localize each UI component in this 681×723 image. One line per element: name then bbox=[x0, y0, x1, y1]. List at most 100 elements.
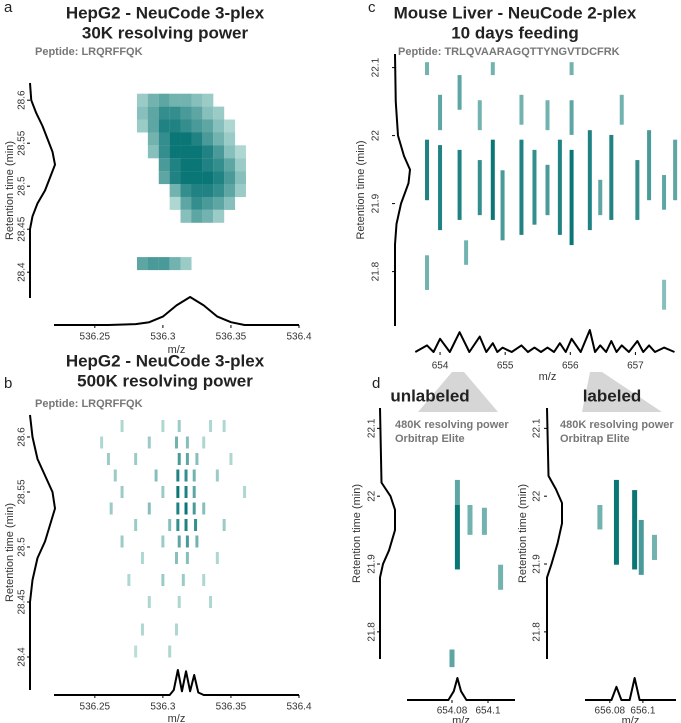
y-tick-label: 28.6 bbox=[17, 90, 28, 110]
x-tick-label: 657 bbox=[627, 361, 644, 372]
intensity-tile bbox=[598, 179, 603, 216]
intensity-tile bbox=[454, 479, 460, 506]
intensity-tile bbox=[457, 149, 462, 220]
intensity-tile bbox=[161, 535, 165, 548]
intensity-tile bbox=[438, 145, 443, 231]
chromatogram bbox=[379, 407, 396, 659]
intensity-tile bbox=[169, 257, 181, 271]
intensity-tile bbox=[161, 420, 165, 432]
x-tick-label: 536.25 bbox=[80, 332, 111, 343]
intensity-tile bbox=[180, 145, 192, 159]
x-tick-label: 536.25 bbox=[80, 702, 111, 713]
intensity-tile bbox=[213, 119, 225, 133]
intensity-tile bbox=[202, 196, 214, 210]
intensity-tile bbox=[169, 184, 181, 197]
intensity-tile bbox=[177, 596, 181, 608]
y-tick-label: 28.45 bbox=[17, 216, 28, 241]
intensity-tile bbox=[176, 502, 180, 515]
annotation: Peptide: LRQRFFQK bbox=[35, 398, 143, 410]
zoom-callout bbox=[418, 372, 498, 412]
intensity-tile bbox=[425, 62, 430, 76]
spectrum bbox=[54, 296, 299, 326]
intensity-tile bbox=[213, 184, 225, 197]
intensity-tile bbox=[191, 132, 203, 146]
intensity-tile bbox=[662, 279, 667, 310]
group-label: labeled bbox=[583, 386, 642, 405]
annotation: 480K resolving power bbox=[560, 419, 674, 431]
x-axis-label: m/z bbox=[168, 713, 186, 723]
intensity-tile bbox=[191, 171, 203, 185]
y-tick-label: 22 bbox=[532, 490, 543, 502]
intensity-tile bbox=[213, 196, 225, 210]
intensity-tile bbox=[106, 453, 110, 465]
intensity-tile bbox=[120, 535, 124, 548]
y-tick-label: 28.45 bbox=[17, 589, 28, 614]
intensity-tile bbox=[519, 94, 524, 125]
intensity-tile bbox=[184, 519, 188, 531]
intensity-tile bbox=[425, 255, 430, 290]
y-axis-label: Retention time (min) bbox=[355, 140, 367, 239]
intensity-tile bbox=[176, 519, 180, 531]
annotation: 480K resolving power bbox=[395, 419, 509, 431]
x-tick-label: 654.08 bbox=[437, 706, 468, 717]
intensity-tile bbox=[169, 171, 181, 185]
intensity-tile bbox=[191, 196, 203, 210]
intensity-tile bbox=[213, 132, 225, 146]
intensity-tile bbox=[490, 139, 495, 220]
intensity-tile bbox=[224, 119, 236, 133]
intensity-tile bbox=[519, 139, 524, 235]
intensity-tile bbox=[213, 158, 225, 172]
intensity-tile bbox=[597, 505, 603, 530]
intensity-tile bbox=[438, 94, 443, 131]
y-tick-label: 28.5 bbox=[17, 537, 28, 557]
x-axis-label: m/z bbox=[539, 371, 557, 383]
spectrum bbox=[585, 677, 676, 701]
x-axis-label: m/z bbox=[622, 715, 640, 723]
intensity-tile bbox=[180, 171, 192, 185]
intensity-tile bbox=[180, 209, 192, 223]
intensity-tile bbox=[158, 93, 170, 107]
y-tick-label: 21.9 bbox=[371, 193, 382, 213]
intensity-tile bbox=[191, 184, 203, 197]
intensity-tile bbox=[109, 502, 113, 515]
intensity-tile bbox=[234, 184, 246, 197]
intensity-tile bbox=[180, 106, 192, 120]
intensity-tile bbox=[169, 158, 181, 172]
intensity-tile bbox=[168, 645, 172, 658]
intensity-tile bbox=[113, 469, 117, 482]
x-tick-label: 536.35 bbox=[216, 702, 247, 713]
y-tick-label: 22 bbox=[367, 490, 378, 502]
intensity-tile bbox=[147, 119, 159, 133]
chromatogram bbox=[29, 82, 56, 298]
x-tick-label: 654 bbox=[432, 361, 449, 372]
intensity-tile bbox=[185, 535, 189, 548]
intensity-tile bbox=[222, 519, 226, 531]
intensity-tile bbox=[673, 139, 678, 201]
intensity-tile bbox=[477, 100, 482, 131]
intensity-tile bbox=[213, 209, 225, 223]
intensity-tile bbox=[191, 93, 203, 107]
intensity-tile bbox=[169, 119, 181, 133]
intensity-tile bbox=[120, 420, 124, 432]
intensity-tile bbox=[632, 490, 638, 570]
intensity-tile bbox=[213, 145, 225, 159]
intensity-tile bbox=[545, 164, 550, 216]
panel-label: a bbox=[4, 0, 13, 16]
intensity-tile bbox=[180, 132, 192, 146]
intensity-tile bbox=[213, 171, 225, 185]
intensity-tile bbox=[613, 479, 619, 565]
y-tick-label: 28.55 bbox=[17, 479, 28, 504]
chart-subtitle: 30K resolving power bbox=[82, 23, 249, 42]
intensity-tile bbox=[224, 145, 236, 159]
x-tick-label: 656.1 bbox=[630, 706, 655, 717]
annotation: Orbitrap Elite bbox=[395, 433, 465, 445]
x-tick-label: 656.08 bbox=[595, 706, 626, 717]
intensity-tile bbox=[136, 119, 148, 133]
intensity-tile bbox=[215, 552, 219, 564]
intensity-tile bbox=[184, 502, 188, 515]
spectrum bbox=[407, 677, 515, 701]
chromatogram bbox=[546, 407, 563, 659]
y-tick-label: 21.8 bbox=[367, 622, 378, 642]
group-label: unlabeled bbox=[390, 386, 469, 405]
